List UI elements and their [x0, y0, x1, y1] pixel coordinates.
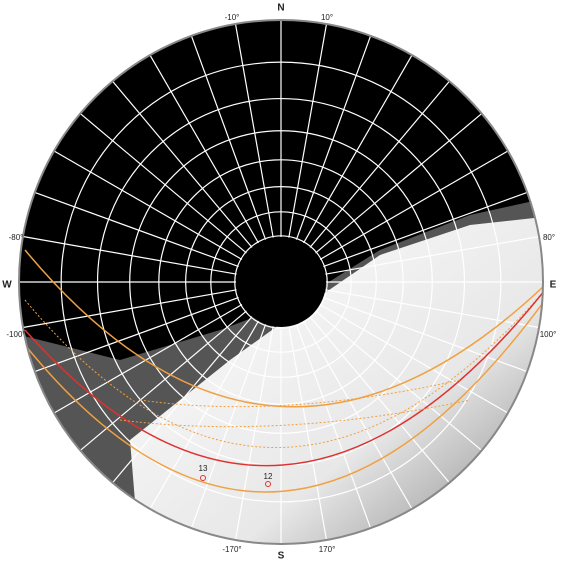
azimuth-line: [112, 316, 253, 484]
azimuth-line: [323, 296, 528, 373]
hour-marker: [200, 475, 206, 481]
azimuth-line: [22, 235, 237, 275]
azimuth-line: [302, 54, 413, 244]
azimuth-label: -10°: [225, 13, 240, 22]
compass-label: E: [550, 280, 557, 291]
azimuth-line: [295, 324, 372, 529]
azimuth-line: [295, 35, 372, 240]
azimuth-label: -100°: [6, 330, 25, 339]
azimuth-label: -170°: [222, 545, 241, 554]
azimuth-line: [315, 310, 483, 451]
compass-label: S: [278, 551, 285, 562]
azimuth-line: [319, 150, 509, 261]
azimuth-line: [288, 23, 328, 238]
azimuth-line: [288, 326, 328, 541]
hour-label: 12: [264, 472, 273, 481]
azimuth-label: 10°: [321, 13, 333, 22]
azimuth-line: [34, 296, 239, 373]
hour-marker: [265, 481, 271, 487]
azimuth-label: 80°: [543, 233, 555, 242]
azimuth-line: [149, 320, 260, 510]
azimuth-line: [112, 80, 253, 248]
azimuth-line: [309, 316, 450, 484]
azimuth-label: -80°: [9, 233, 24, 242]
azimuth-line: [149, 54, 260, 244]
azimuth-line: [309, 80, 450, 248]
zenith-hole: [236, 237, 326, 327]
azimuth-line: [234, 23, 274, 238]
sun-path: [119, 399, 471, 428]
azimuth-line: [53, 303, 243, 414]
azimuth-line: [234, 326, 274, 541]
sun-path-today: [24, 289, 543, 467]
azimuth-line: [315, 113, 483, 254]
horizon: [18, 19, 544, 545]
azimuth-label: 100°: [540, 330, 557, 339]
compass-label: W: [2, 280, 12, 291]
azimuth-line: [302, 320, 413, 510]
grid: [19, 20, 543, 544]
sun-path: [24, 299, 543, 493]
azimuth-line: [325, 235, 540, 275]
azimuth-line: [319, 303, 509, 414]
sun-path: [24, 289, 543, 448]
shade-light: [130, 215, 543, 544]
hour-label: 13: [199, 464, 208, 473]
compass-label: N: [277, 3, 284, 14]
azimuth-label: 170°: [319, 545, 336, 554]
azimuth-line: [34, 191, 239, 268]
azimuth-line: [22, 289, 237, 329]
azimuth-line: [323, 191, 528, 268]
azimuth-line: [79, 113, 247, 254]
azimuth-line: [53, 150, 243, 261]
azimuth-line: [79, 310, 247, 451]
azimuth-line: [190, 35, 267, 240]
